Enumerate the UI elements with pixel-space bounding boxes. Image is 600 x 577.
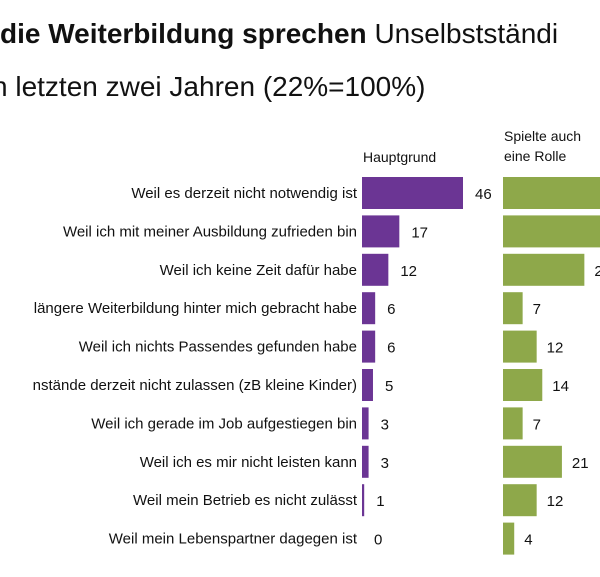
bar-rolle [503,253,585,286]
chart-title-regular: Unselbstständi [374,18,559,49]
value-label-hauptgrund: 6 [387,340,395,357]
bar-hauptgrund [362,330,376,363]
bar-rolle [503,292,523,325]
value-label-rolle: 12 [547,340,564,357]
category-label: Weil es derzeit nicht notwendig ist [131,185,357,202]
bar-rolle [503,177,600,209]
category-label: nstände derzeit nicht zulassen (zB klein… [33,377,357,394]
bar-rolle [503,445,562,478]
chart-title-line-2: n letzten zwei Jahren (22%=100%) [0,71,426,102]
value-label-hauptgrund: 0 [374,532,382,549]
value-label-rolle: 4 [524,532,532,549]
value-label-hauptgrund: 17 [411,224,428,241]
value-label-rolle: 12 [547,493,564,510]
value-label-rolle: 7 [533,301,541,318]
value-label-rolle: 29 [594,263,600,280]
category-label: längere Weiterbildung hinter mich gebrac… [34,300,357,317]
value-label-hauptgrund: 3 [381,455,389,472]
value-label-rolle: 14 [552,378,569,395]
bar-hauptgrund [362,292,376,325]
bar-hauptgrund [362,369,373,401]
value-label-hauptgrund: 6 [387,301,395,318]
bar-hauptgrund [362,445,369,478]
bar-rolle [503,330,537,363]
chart-title-line-1: die Weiterbildung sprechen Unselbstständ… [0,17,558,51]
category-label: Weil mein Betrieb es nicht zulässt [133,492,358,509]
series-header-hauptgrund: Hauptgrund [363,149,436,165]
value-label-rolle: 7 [533,416,541,433]
category-label: Weil ich keine Zeit dafür habe [160,262,357,279]
category-label: Weil ich gerade im Job aufgestiegen bin [91,415,357,432]
bar-hauptgrund [362,253,389,286]
bar-hauptgrund [362,484,365,517]
value-label-hauptgrund: 5 [385,378,393,395]
value-label-hauptgrund: 1 [376,493,384,510]
category-label: Weil mein Lebenspartner dagegen ist [109,531,358,548]
bar-hauptgrund [362,177,463,209]
category-label: Weil ich nichts Passendes gefunden habe [79,339,357,356]
bar-rolle [503,369,543,401]
bar-rolle [503,522,515,555]
category-label: Weil ich mit meiner Ausbildung zufrieden… [63,223,357,240]
category-label: Weil ich es mir nicht leisten kann [140,454,357,471]
value-label-hauptgrund: 12 [400,263,417,280]
value-label-rolle: 21 [572,455,589,472]
value-label-hauptgrund: 46 [475,186,492,203]
series-header-rolle-line-2: eine Rolle [504,148,566,164]
bar-hauptgrund [362,407,369,440]
bar-rolle [503,215,600,248]
value-label-hauptgrund: 3 [381,416,389,433]
bar-hauptgrund [362,215,400,248]
bar-rolle [503,484,537,517]
bar-rolle [503,407,523,440]
chart-title-bold: die Weiterbildung sprechen [0,18,367,49]
series-header-rolle-line-1: Spielte auch [504,128,581,144]
